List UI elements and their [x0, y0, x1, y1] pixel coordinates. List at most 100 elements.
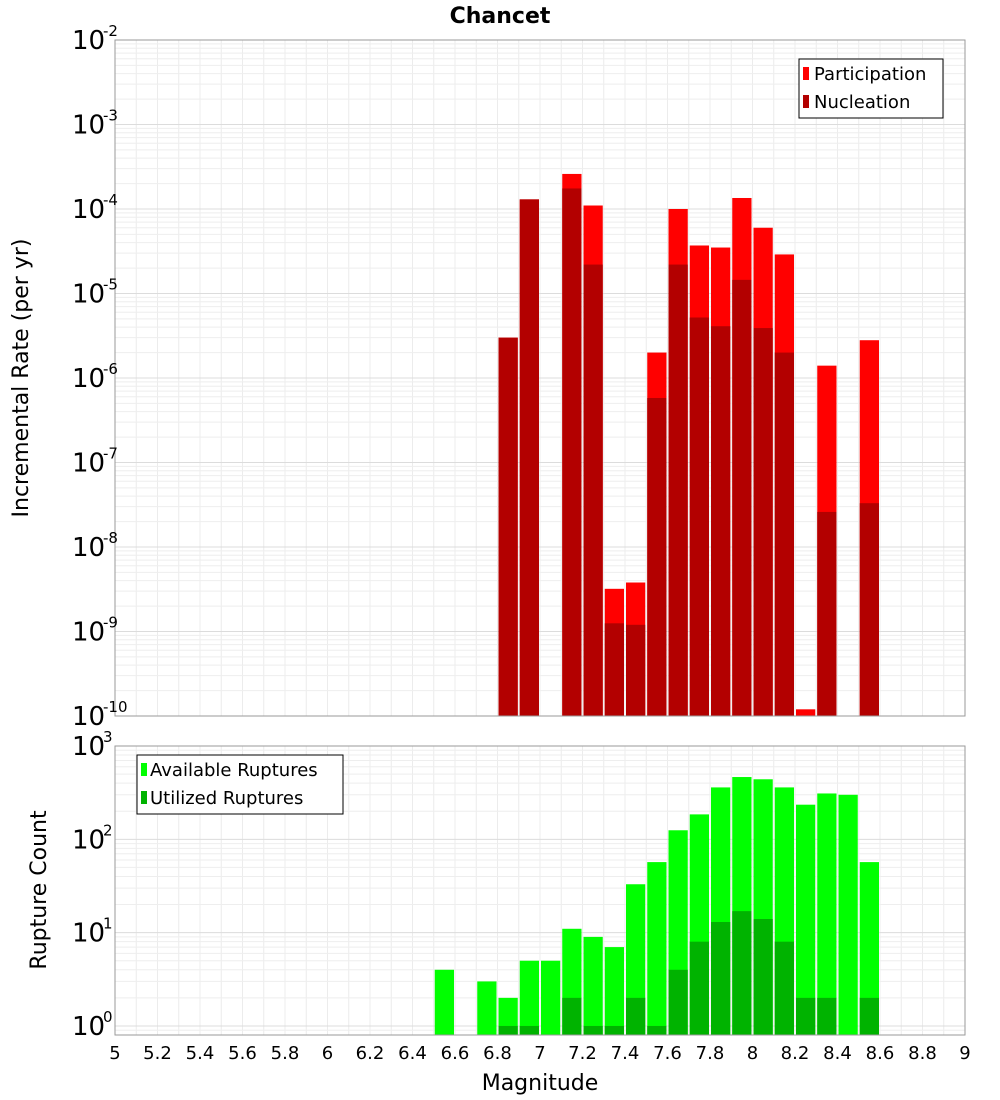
count-bar-utilized-ruptures — [689, 941, 709, 1035]
top-grid — [114, 39, 966, 717]
y-tick-base: 10 — [72, 1012, 105, 1042]
y-tick-label: 10-2 — [72, 22, 118, 56]
count-bar-utilized-ruptures — [859, 997, 879, 1035]
y-tick-base: 10 — [72, 364, 105, 394]
top-legend: Participation Nucleation — [798, 58, 944, 119]
x-tick-label: 6 — [322, 1043, 333, 1064]
y-tick-label: 100 — [72, 1008, 113, 1042]
count-bar-available-ruptures — [583, 936, 603, 1035]
y-tick-base: 10 — [72, 195, 105, 225]
bottom-y-axis-title: Rupture Count — [27, 810, 52, 970]
count-bar-available-ruptures — [838, 794, 858, 1035]
rate-bar-nucleation — [626, 624, 646, 716]
y-tick-exponent: -4 — [103, 191, 118, 209]
count-bar-available-ruptures — [796, 804, 816, 1035]
legend-swatch-available — [141, 763, 147, 776]
y-tick-exponent: -8 — [103, 529, 118, 547]
y-tick-exponent: -3 — [103, 107, 118, 125]
x-axis-ticks: 5 5.2 5.4 5.6 5.8 6 6.2 6.4 6.6 6.8 7 7.2 7.4 7.6 7.8 8… — [109, 1043, 970, 1064]
x-tick-label: 8.8 — [908, 1043, 937, 1064]
count-bar-available-ruptures — [604, 947, 624, 1035]
y-tick-label: 10-3 — [72, 107, 118, 141]
rate-bar-nucleation — [689, 317, 709, 716]
count-bar-available-ruptures — [859, 862, 879, 1035]
y-tick-label: 10-6 — [72, 360, 118, 394]
legend-swatch-nucleation — [803, 95, 809, 108]
y-tick-label: 10-4 — [72, 191, 118, 225]
bottom-legend: Available Ruptures Utilized Ruptures — [136, 754, 344, 815]
count-bar-available-ruptures — [817, 793, 837, 1035]
x-tick-label: 7 — [534, 1043, 545, 1064]
rate-bar-nucleation — [498, 337, 518, 716]
x-tick-label: 6.8 — [483, 1043, 512, 1064]
rate-bar-nucleation — [604, 623, 624, 716]
x-tick-label: 9 — [959, 1043, 970, 1064]
y-tick-base: 10 — [72, 280, 105, 310]
count-bar-utilized-ruptures — [562, 997, 582, 1035]
y-tick-label: 10-8 — [72, 529, 118, 563]
bottom-bars — [434, 777, 879, 1035]
x-tick-label: 8 — [747, 1043, 758, 1064]
count-bar-utilized-ruptures — [583, 1025, 603, 1035]
legend-label-nucleation: Nucleation — [814, 92, 910, 113]
rate-bar-nucleation — [774, 352, 794, 716]
y-tick-exponent: -6 — [103, 360, 118, 378]
y-tick-label: 10-7 — [72, 445, 118, 479]
y-tick-label: 103 — [72, 728, 113, 762]
rate-bar-nucleation — [668, 264, 688, 716]
y-tick-exponent: -7 — [103, 445, 118, 463]
count-bar-utilized-ruptures — [796, 997, 816, 1035]
count-bar-utilized-ruptures — [519, 1025, 539, 1035]
x-tick-label: 5.6 — [228, 1043, 257, 1064]
y-tick-exponent: 1 — [103, 915, 113, 933]
rate-bar-nucleation — [711, 326, 731, 716]
y-tick-label: 10-5 — [72, 276, 118, 310]
count-bar-utilized-ruptures — [711, 922, 731, 1035]
y-tick-exponent: -10 — [103, 698, 128, 716]
count-bar-available-ruptures — [647, 862, 667, 1035]
count-bar-available-ruptures — [541, 960, 561, 1035]
y-tick-base: 10 — [72, 825, 105, 855]
y-tick-exponent: -2 — [103, 22, 118, 40]
x-tick-label: 8.2 — [781, 1043, 810, 1064]
x-tick-label: 7.2 — [568, 1043, 597, 1064]
rate-bar-nucleation — [519, 199, 539, 717]
y-tick-base: 10 — [72, 732, 105, 762]
y-tick-exponent: -9 — [103, 614, 118, 632]
rate-bar-nucleation — [817, 511, 837, 716]
x-tick-label: 7.4 — [611, 1043, 640, 1064]
legend-swatch-participation — [803, 67, 809, 80]
y-tick-base: 10 — [72, 26, 105, 56]
y-tick-exponent: 0 — [103, 1008, 113, 1026]
count-bar-utilized-ruptures — [498, 1025, 518, 1035]
y-tick-label: 10-9 — [72, 614, 118, 648]
x-axis-title: Magnitude — [482, 1071, 599, 1096]
y-tick-base: 10 — [72, 702, 105, 732]
top-y-ticks: 10-210-310-410-510-610-710-810-910-10 — [72, 22, 128, 732]
y-tick-base: 10 — [72, 618, 105, 648]
x-tick-label: 6.6 — [441, 1043, 470, 1064]
count-bar-available-ruptures — [519, 960, 539, 1035]
count-bar-utilized-ruptures — [647, 1025, 667, 1035]
x-tick-label: 5.2 — [143, 1043, 172, 1064]
count-bar-utilized-ruptures — [732, 911, 752, 1035]
count-bar-utilized-ruptures — [668, 969, 688, 1035]
x-tick-label: 8.4 — [823, 1043, 852, 1064]
x-tick-label: 6.2 — [356, 1043, 385, 1064]
count-bar-utilized-ruptures — [817, 997, 837, 1035]
top-plot-area: 10-210-310-410-510-610-710-810-910-10 In… — [9, 22, 966, 732]
y-tick-exponent: -5 — [103, 276, 118, 294]
legend-label-available: Available Ruptures — [150, 760, 318, 781]
count-bar-available-ruptures — [626, 884, 646, 1035]
y-tick-label: 10-10 — [72, 698, 128, 732]
y-tick-base: 10 — [72, 111, 105, 141]
count-bar-utilized-ruptures — [626, 997, 646, 1035]
legend-label-participation: Participation — [814, 64, 926, 85]
rate-bar-nucleation — [732, 279, 752, 716]
x-tick-label: 5.8 — [271, 1043, 300, 1064]
y-tick-exponent: 3 — [103, 728, 113, 746]
count-bar-utilized-ruptures — [604, 1025, 624, 1035]
y-tick-exponent: 2 — [103, 821, 113, 839]
rate-bar-nucleation — [753, 328, 773, 716]
